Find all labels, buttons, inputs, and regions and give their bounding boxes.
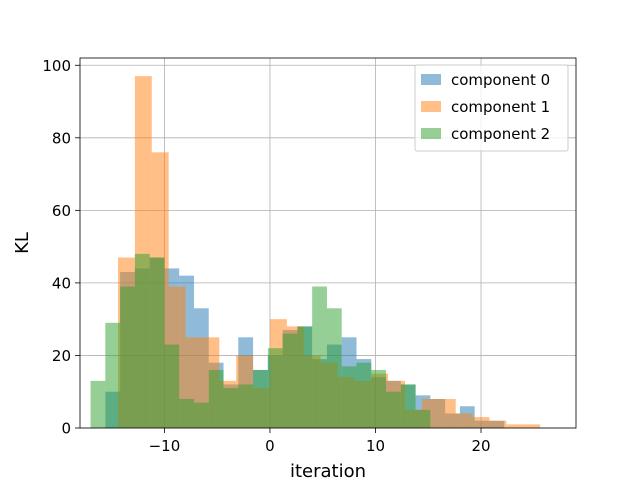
legend-label: component 1 xyxy=(451,98,550,116)
histogram-bar xyxy=(164,344,180,428)
y-tick-label: 0 xyxy=(61,420,71,438)
histogram-bar xyxy=(415,409,431,428)
legend-box xyxy=(414,64,569,152)
x-tick-label: 20 xyxy=(471,437,490,455)
x-axis-label: iteration xyxy=(290,461,366,480)
histogram-bar xyxy=(120,286,135,428)
histogram-bar xyxy=(90,380,106,428)
histogram-bar xyxy=(105,322,121,428)
y-tick-label: 40 xyxy=(52,274,71,292)
histogram-bar xyxy=(253,369,268,428)
histogram-bar xyxy=(455,413,473,428)
legend: component 0 component 1 component 2 xyxy=(414,64,569,152)
histogram-bar xyxy=(400,384,416,428)
histogram-bar xyxy=(326,308,342,428)
plot-frame xyxy=(79,57,577,429)
y-tick-label: 20 xyxy=(52,347,71,365)
legend-swatch xyxy=(421,101,441,112)
y-axis-label: KL xyxy=(12,232,33,254)
histogram-bar xyxy=(149,257,165,428)
histogram-bar xyxy=(472,417,490,428)
histogram-bar xyxy=(223,388,239,428)
x-tick-label: −10 xyxy=(149,437,181,455)
histogram-bar xyxy=(386,391,401,428)
histogram-bar xyxy=(134,253,150,428)
histogram-bar xyxy=(489,420,507,428)
histogram-bar xyxy=(267,348,283,428)
histogram-bar xyxy=(312,286,327,428)
histogram-bar xyxy=(297,326,313,428)
x-tick-label: 0 xyxy=(265,437,275,455)
histogram-bar xyxy=(238,384,254,428)
legend-label: component 2 xyxy=(451,125,550,143)
histogram-bar xyxy=(523,424,541,428)
histogram-bar xyxy=(208,369,224,428)
histogram-bar xyxy=(341,366,357,428)
legend-swatch xyxy=(421,128,441,139)
histogram-bar xyxy=(193,402,209,428)
histogram-bars xyxy=(90,76,541,428)
y-tick-label: 100 xyxy=(42,57,71,75)
x-tick-label: 10 xyxy=(366,437,385,455)
histogram-bar xyxy=(438,398,456,428)
legend-label: component 0 xyxy=(451,71,550,89)
axis-ticks: −10 0 10 20 0 20 40 60 80 100 xyxy=(42,57,490,455)
histogram-bar xyxy=(371,369,387,428)
histogram-bar xyxy=(506,424,524,428)
histogram-bar xyxy=(179,398,194,428)
y-tick-label: 60 xyxy=(52,202,71,220)
legend-swatch xyxy=(421,74,441,85)
series-2-bars xyxy=(90,253,431,428)
y-tick-label: 80 xyxy=(52,129,71,147)
histogram-bar xyxy=(356,362,372,428)
histogram-bar xyxy=(282,333,298,428)
